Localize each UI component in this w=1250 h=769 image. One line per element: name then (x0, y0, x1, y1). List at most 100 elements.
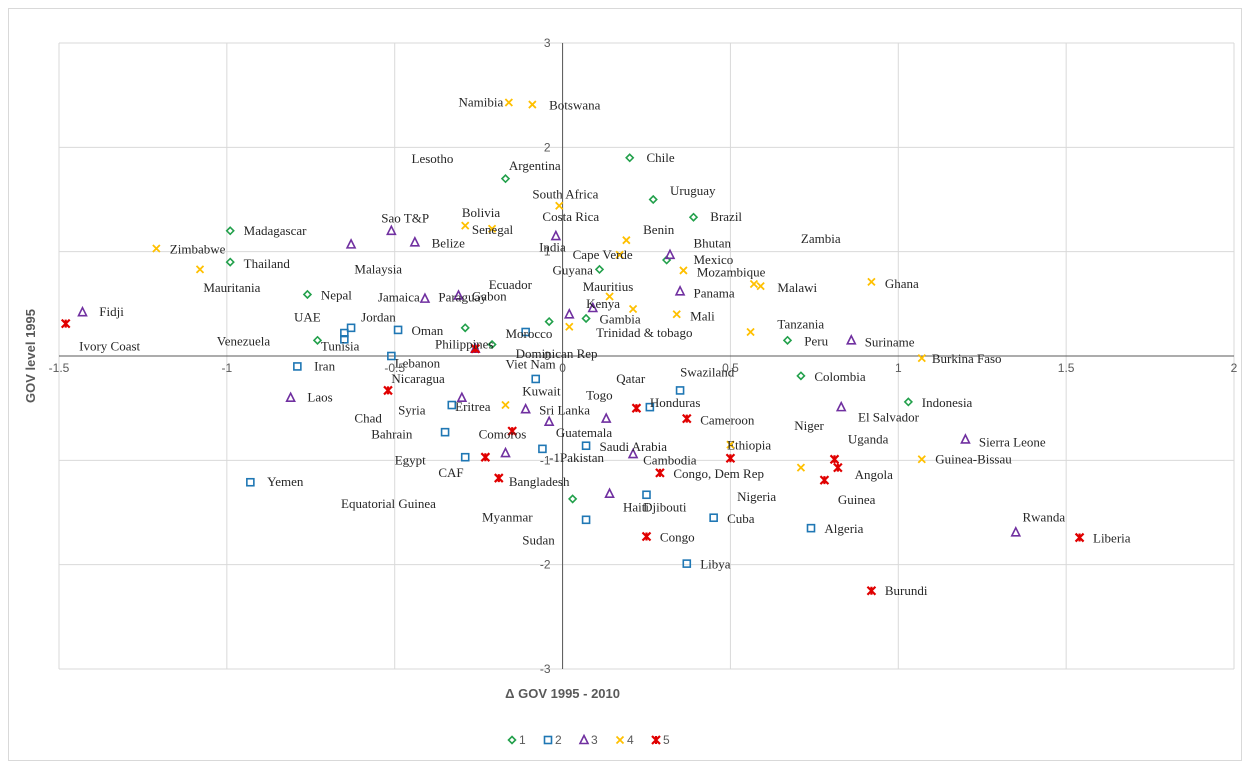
y-tick-label: -1 (540, 453, 551, 467)
data-point (504, 98, 513, 107)
data-point (302, 289, 313, 300)
x-tick-label: 1.5 (1058, 361, 1075, 375)
data-label: Cuba (727, 511, 755, 526)
data-point (460, 452, 470, 462)
data-point (682, 559, 692, 568)
data-point (550, 229, 562, 241)
data-label: Egypt (395, 452, 426, 467)
data-point (393, 325, 403, 335)
data-point (782, 335, 793, 345)
data-point (501, 400, 510, 410)
data-label: Senegal (472, 222, 514, 237)
data-point (470, 343, 481, 354)
data-label: Niger (794, 418, 824, 433)
data-label: Bolivia (462, 205, 501, 220)
data-label: Congo (660, 530, 695, 545)
legend-label: 3 (591, 733, 598, 747)
data-label: Jordan (361, 309, 396, 324)
data-points (60, 98, 1085, 596)
data-point (726, 440, 735, 449)
data-label: Cameroon (700, 413, 755, 428)
data-label: Mali (690, 308, 715, 323)
data-label: Venezuela (217, 333, 271, 348)
data-label: Sudan (522, 533, 555, 548)
data-point (756, 281, 765, 291)
data-point (195, 265, 205, 274)
data-point (500, 446, 511, 458)
data-point (387, 351, 396, 361)
data-point (806, 523, 816, 533)
data-label: Honduras (650, 395, 701, 410)
data-point (672, 310, 681, 319)
data-point (675, 386, 685, 395)
data-label: Togo (586, 388, 613, 403)
data-point (555, 201, 564, 210)
data-point (419, 292, 431, 303)
data-label: Ghana (885, 276, 919, 291)
data-point (507, 426, 517, 436)
data-point (605, 292, 614, 301)
data-label: Morocco (506, 326, 553, 341)
data-point (563, 307, 575, 319)
y-tick-label: 3 (544, 36, 551, 50)
data-label: Burundi (885, 583, 928, 598)
data-label: Cambodia (643, 452, 697, 467)
data-point (225, 257, 235, 267)
data-point (77, 305, 88, 317)
data-label: Tanzania (777, 317, 824, 332)
data-label: Panama (694, 285, 735, 300)
data-point (581, 313, 591, 324)
data-point (447, 400, 457, 410)
data-point (346, 323, 356, 333)
data-label: Guinea (838, 492, 876, 507)
legend-marker (651, 735, 661, 745)
data-point (293, 362, 302, 371)
point-labels: Namibia Botswana Lesotho Argentina Chile Urug… (79, 94, 1131, 597)
data-point (568, 494, 578, 504)
data-label: South Africa (532, 186, 598, 201)
data-point (581, 515, 591, 525)
x-tick-label: 2 (1231, 361, 1238, 375)
data-label: Gabon (472, 289, 507, 304)
data-label: Qatar (616, 371, 646, 386)
legend-marker (543, 735, 553, 745)
data-label: Angola (855, 467, 894, 482)
data-point (796, 371, 806, 381)
data-label: Nepal (321, 287, 352, 302)
data-label: Sao T&P (381, 210, 429, 225)
data-label: Dominican Rep (516, 346, 598, 361)
data-point (749, 279, 759, 289)
data-point (845, 334, 857, 345)
data-point (674, 285, 686, 296)
data-label: Guinea-Bissau (935, 451, 1012, 466)
data-point (746, 327, 755, 337)
data-point (903, 397, 913, 407)
data-point (225, 226, 235, 236)
data-label: Paraguay (438, 290, 487, 305)
data-label: Zambia (801, 231, 841, 246)
data-label: Lesotho (412, 151, 454, 166)
data-point (625, 153, 635, 163)
data-label: Trinidad & tobago (596, 325, 692, 340)
data-point (587, 301, 599, 313)
data-point (453, 289, 464, 300)
data-label: Djibouti (643, 499, 687, 514)
legend-label: 4 (627, 733, 634, 747)
data-label: Gambia (600, 311, 641, 326)
data-label: Brazil (710, 209, 742, 224)
y-tick-label: -3 (540, 662, 551, 676)
data-label: Saudi Arabia (600, 439, 668, 454)
data-point (615, 250, 624, 259)
data-label: Mozambique (697, 265, 766, 280)
data-label: Eritrea (455, 399, 491, 414)
data-point (285, 391, 296, 403)
data-label: Sri Lanka (539, 402, 590, 417)
data-label: Ecuador (489, 277, 533, 292)
data-label: Kuwait (522, 383, 561, 398)
data-label: Yemen (267, 474, 304, 489)
data-label: Burkina Faso (932, 351, 1002, 366)
data-point (604, 487, 615, 499)
data-label: Chad (354, 411, 382, 426)
data-label: Malawi (777, 280, 817, 295)
